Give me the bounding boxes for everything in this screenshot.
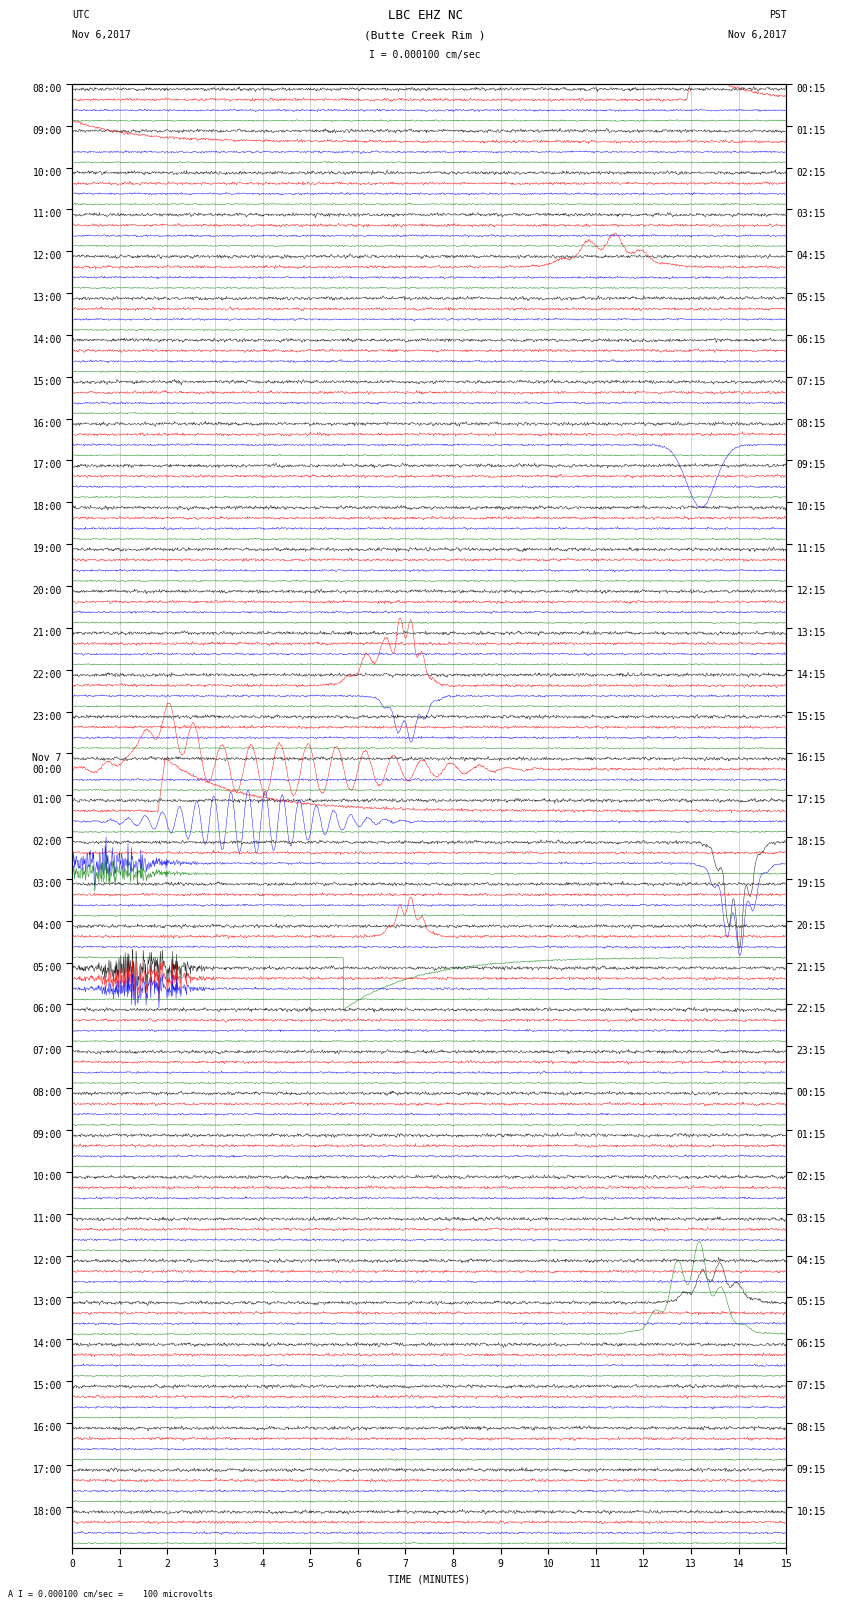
Text: Nov 6,2017: Nov 6,2017 [728,31,786,40]
Text: (Butte Creek Rim ): (Butte Creek Rim ) [365,31,485,40]
Text: UTC: UTC [72,10,90,19]
Text: A I = 0.000100 cm/sec =    100 microvolts: A I = 0.000100 cm/sec = 100 microvolts [8,1589,213,1598]
X-axis label: TIME (MINUTES): TIME (MINUTES) [388,1574,470,1584]
Text: PST: PST [768,10,786,19]
Text: LBC EHZ NC: LBC EHZ NC [388,8,462,21]
Text: Nov 6,2017: Nov 6,2017 [72,31,131,40]
Text: I = 0.000100 cm/sec: I = 0.000100 cm/sec [369,50,481,60]
